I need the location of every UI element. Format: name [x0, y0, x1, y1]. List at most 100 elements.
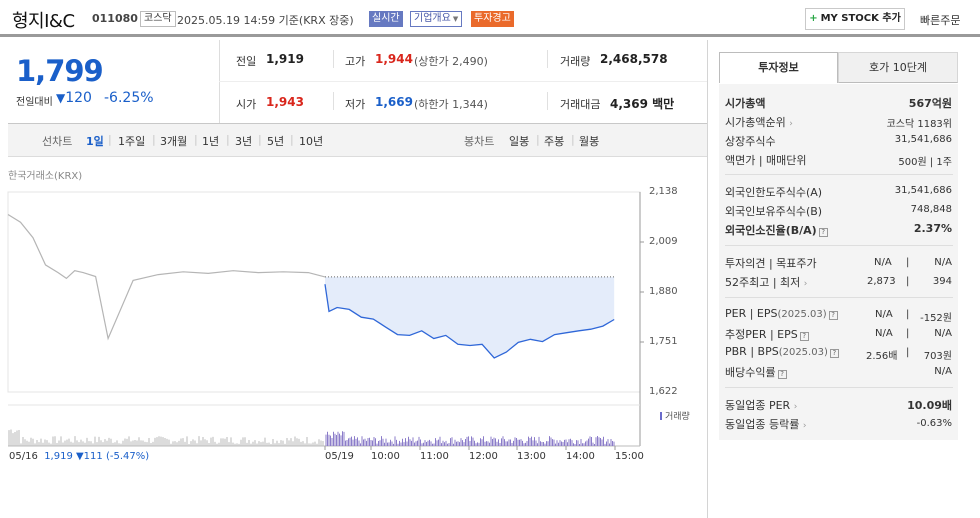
- dividend-yield-label[interactable]: 배당수익률?: [725, 364, 787, 380]
- lower-limit: (하한가 1,344): [414, 98, 488, 111]
- candle-weekly[interactable]: 주봉: [544, 135, 565, 148]
- upper-limit: (상한가 2,490): [414, 55, 488, 68]
- x-tick-label: 15:00: [615, 451, 644, 462]
- week52-sep: |: [906, 276, 910, 287]
- separator: |: [194, 133, 198, 146]
- week52-label[interactable]: 52주최고 | 최저 ›: [725, 276, 808, 289]
- summary-row-divider: [219, 81, 707, 82]
- amount-value: 4,369 백만: [610, 97, 675, 111]
- period-1y[interactable]: 1년: [202, 135, 220, 148]
- today-price-line: [324, 284, 615, 359]
- sector-change-label[interactable]: 동일업종 등락률 ›: [725, 418, 807, 431]
- market-cap-rank-label[interactable]: 시가총액순위 ›: [725, 116, 793, 129]
- realtime-button[interactable]: 실시간: [369, 11, 403, 27]
- investment-warning-badge[interactable]: 투자경고: [471, 11, 514, 27]
- below-prev-close-area: [325, 276, 615, 358]
- tab-orderbook-10[interactable]: 호가 10단계: [838, 52, 958, 83]
- y-tick-label: 1,622: [649, 386, 678, 397]
- separator: |: [152, 133, 156, 146]
- x-tick-label: 14:00: [566, 451, 595, 462]
- dividend-yield-value: N/A: [934, 366, 952, 377]
- pbr-period: (2025.03): [778, 347, 828, 358]
- amount-label: 거래대금: [560, 98, 601, 111]
- separator: |: [290, 133, 294, 146]
- prev-session-info: 05/16 1,919 ▼111 (-5.47%): [9, 451, 149, 462]
- foreign-ratio-value: 2.37%: [913, 222, 952, 235]
- x-tick-label: 10:00: [371, 451, 400, 462]
- divider: [547, 92, 548, 110]
- sector-change-value: -0.63%: [916, 418, 952, 429]
- chart-source: 한국거래소(KRX): [8, 171, 83, 182]
- opinion-label: 투자의견 | 목표주가: [725, 257, 817, 270]
- prev-session-line: [7, 213, 326, 341]
- separator: |: [258, 133, 262, 146]
- volume-legend-swatch: [660, 412, 662, 420]
- low-value: 1,669: [375, 95, 413, 109]
- per-sep: |: [906, 309, 910, 320]
- separator: |: [108, 133, 112, 146]
- price-change-value: 120: [65, 90, 92, 106]
- stock-header: 형지I&C 011080 코스닥 2025.05.19 14:59 기준(KRX…: [0, 0, 980, 37]
- y-tick-label: 1,880: [649, 286, 678, 297]
- current-price: 1,799: [16, 54, 104, 88]
- summary-bottom-border: [8, 123, 707, 124]
- market-cap-value: 567억원: [908, 97, 952, 110]
- foreign-ratio-label[interactable]: 외국인소진율(B/A)?: [725, 222, 828, 238]
- high-label: 고가: [345, 55, 366, 68]
- chevron-right-icon: ›: [803, 279, 808, 289]
- chevron-right-icon: ›: [802, 421, 807, 431]
- chevron-down-icon: ▼: [452, 15, 459, 23]
- candle-daily[interactable]: 일봉: [509, 135, 530, 148]
- quick-order-link[interactable]: 빠른주문: [920, 14, 961, 27]
- sector-per-value: 10.09배: [907, 399, 952, 412]
- prev-close-value: 1,919: [266, 52, 304, 66]
- period-3m[interactable]: 3개월: [160, 135, 188, 148]
- candle-monthly[interactable]: 월봉: [579, 135, 600, 148]
- down-triangle-icon: ▼: [56, 91, 66, 105]
- eps-value: -152원: [920, 313, 952, 324]
- help-icon[interactable]: ?: [828, 311, 838, 320]
- candle-chart-label: 봉차트: [464, 135, 495, 148]
- opinion-value: N/A: [874, 257, 892, 268]
- pbr-bps-label[interactable]: PBR | BPS(2025.03)?: [725, 345, 839, 358]
- est-per-sep: |: [906, 328, 910, 339]
- prev-session-summary: 1,919 ▼111 (-5.47%): [44, 451, 150, 462]
- help-icon[interactable]: ?: [818, 228, 828, 237]
- est-eps-value: N/A: [934, 328, 952, 339]
- x-tick-label: 05/19: [325, 451, 354, 462]
- change-label: 전일대비: [16, 97, 53, 108]
- help-icon[interactable]: ?: [777, 370, 787, 379]
- prev-close-label: 전일: [236, 55, 257, 68]
- x-tick-label: 12:00: [469, 451, 498, 462]
- period-3y[interactable]: 3년: [235, 135, 253, 148]
- volume-legend: 거래량: [660, 409, 690, 422]
- section-divider: [725, 387, 953, 388]
- period-5y[interactable]: 5년: [267, 135, 285, 148]
- period-1d[interactable]: 1일: [86, 135, 104, 148]
- divider: [333, 92, 334, 110]
- price-chart[interactable]: [0, 175, 707, 475]
- section-divider: [725, 245, 953, 246]
- volume-legend-label: 거래량: [665, 412, 690, 422]
- help-icon[interactable]: ?: [799, 332, 809, 341]
- summary-divider: [219, 40, 220, 124]
- help-icon[interactable]: ?: [829, 349, 839, 358]
- line-chart-label: 선차트: [42, 135, 73, 148]
- est-per-label[interactable]: 추정PER | EPS?: [725, 326, 809, 342]
- add-mystock-button[interactable]: + MY STOCK 추가: [805, 8, 905, 30]
- per-period: (2025.03): [777, 309, 827, 320]
- foreign-limit-label: 외국인한도주식수(A): [725, 186, 823, 199]
- period-10y[interactable]: 10년: [299, 135, 324, 148]
- pbr-value: 2.56배: [866, 351, 898, 362]
- price-change-percent: -6.25%: [104, 90, 154, 106]
- period-1w[interactable]: 1주일: [118, 135, 146, 148]
- per-eps-label[interactable]: PER | EPS(2025.03)?: [725, 307, 838, 320]
- opinion-sep: |: [906, 257, 910, 268]
- separator: |: [226, 133, 230, 146]
- est-per-value: N/A: [875, 328, 893, 339]
- sector-per-label[interactable]: 동일업종 PER ›: [725, 399, 798, 412]
- week52-high: 2,873: [867, 276, 896, 287]
- tab-investment-info[interactable]: 투자정보: [719, 52, 838, 83]
- company-overview-dropdown[interactable]: 기업개요 ▼: [410, 11, 463, 27]
- bps-value: 703원: [923, 351, 952, 362]
